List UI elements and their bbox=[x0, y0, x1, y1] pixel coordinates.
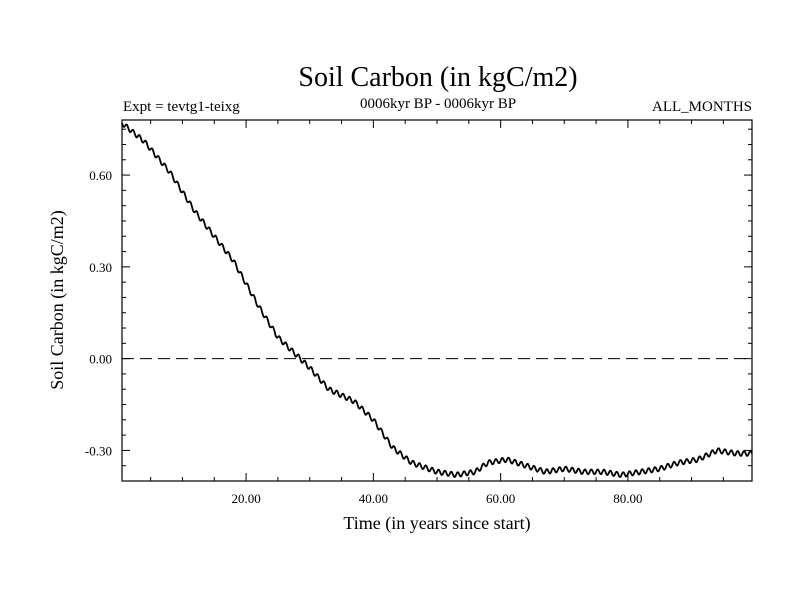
series-line-soil-carbon bbox=[121, 122, 753, 478]
months-label: ALL_MONTHS bbox=[652, 99, 752, 115]
experiment-label: Expt = tevtg1-teixg bbox=[123, 99, 240, 115]
y-axis-title: Soil Carbon (in kgC/m2) bbox=[47, 210, 68, 390]
y-tick-label: -0.30 bbox=[85, 443, 112, 458]
x-axis-title: Time (in years since start) bbox=[343, 513, 530, 534]
period-label: 0006kyr BP - 0006kyr BP bbox=[360, 96, 516, 112]
y-tick-label: 0.00 bbox=[89, 352, 112, 367]
y-tick-label: 0.30 bbox=[89, 260, 112, 275]
x-tick-label: 40.00 bbox=[359, 491, 388, 506]
x-tick-label: 80.00 bbox=[613, 491, 642, 506]
y-tick-label: 0.60 bbox=[89, 168, 112, 183]
x-tick-label: 60.00 bbox=[486, 491, 515, 506]
plot-frame bbox=[121, 119, 753, 482]
plot-area: 0.60 0.30 0.00 -0.30 20.00 40.00 60.00 80.00 bbox=[85, 120, 753, 506]
chart-title: Soil Carbon (in kgC/m2) bbox=[298, 62, 577, 93]
x-tick-label: 20.00 bbox=[231, 491, 260, 506]
